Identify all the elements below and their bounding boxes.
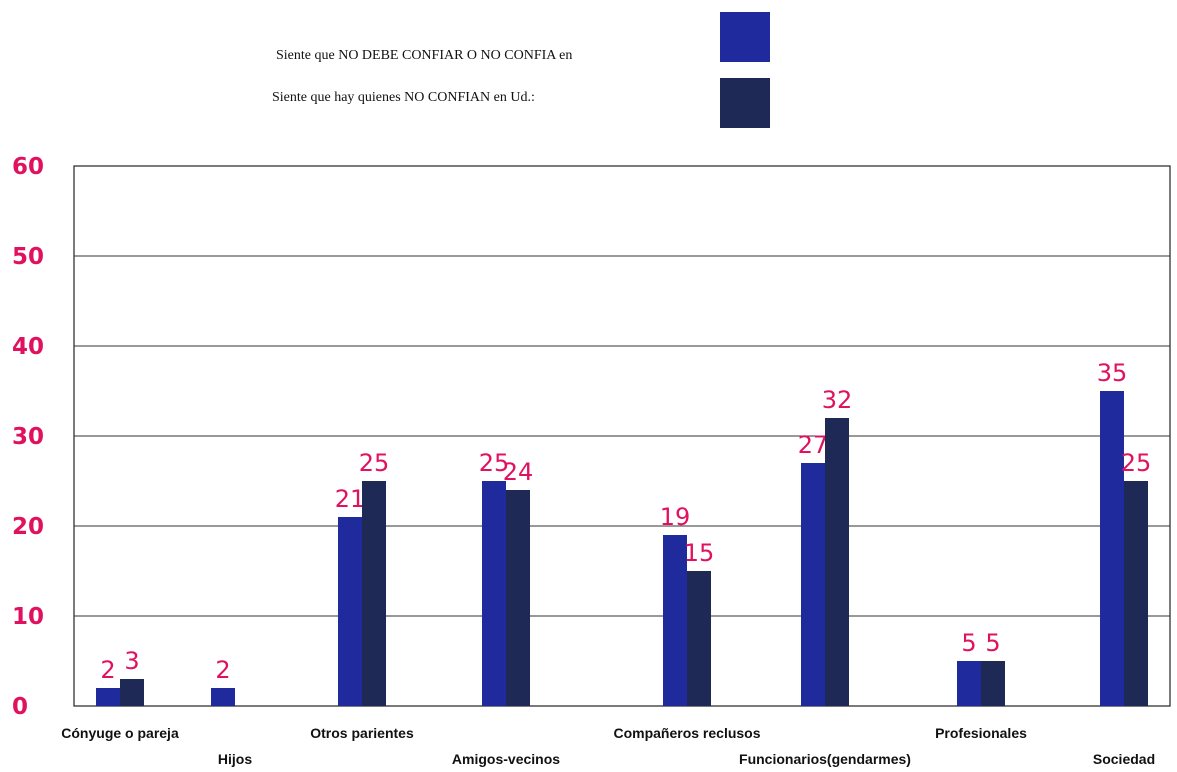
x-tick-label: Hijos (218, 751, 252, 767)
bar-series-1 (96, 688, 120, 706)
bar-series-2 (1124, 481, 1148, 706)
x-tick-label: Cónyuge o pareja (61, 725, 179, 741)
x-tick-label: Otros parientes (310, 725, 414, 741)
data-label-series-1: 5 (961, 629, 976, 657)
legend-label-series-2: Siente que hay quienes NO CONFIAN en Ud.… (272, 90, 535, 105)
bar-series-2 (506, 490, 530, 706)
data-label-series-2: 24 (503, 458, 534, 486)
bar-series-1 (663, 535, 687, 706)
data-label-series-1: 35 (1097, 359, 1128, 387)
bar-series-2 (120, 679, 144, 706)
bar-series-1 (957, 661, 981, 706)
bar-series-1 (482, 481, 506, 706)
bar-series-1 (1100, 391, 1124, 706)
data-label-series-2: 25 (359, 449, 390, 477)
legend-label-series-1: Siente que NO DEBE CONFIAR O NO CONFIA e… (276, 48, 573, 63)
bar-series-1 (801, 463, 825, 706)
x-tick-label: Sociedad (1093, 751, 1155, 767)
y-tick-label: 60 (12, 154, 44, 180)
y-tick-label: 20 (12, 514, 44, 540)
bar-series-2 (687, 571, 711, 706)
bar-series-2 (981, 661, 1005, 706)
y-tick-label: 0 (12, 694, 28, 720)
data-label-series-2: 25 (1121, 449, 1152, 477)
data-label-series-1: 21 (335, 485, 366, 513)
x-tick-label: Amigos-vecinos (452, 751, 560, 767)
data-label-series-2: 5 (985, 629, 1000, 657)
legend-swatch-series-2 (720, 78, 770, 128)
data-label-series-1: 2 (100, 656, 115, 684)
y-tick-label: 30 (12, 424, 44, 450)
y-tick-label: 40 (12, 334, 44, 360)
data-label-series-2: 32 (822, 386, 853, 414)
data-label-series-2: 15 (684, 539, 715, 567)
data-label-series-1: 27 (798, 431, 829, 459)
x-tick-label: Profesionales (935, 725, 1027, 741)
bar-series-2 (362, 481, 386, 706)
bar-series-1 (338, 517, 362, 706)
x-tick-label: Funcionarios(gendarmes) (739, 751, 911, 767)
bar-series-2 (825, 418, 849, 706)
legend-swatch-series-1 (720, 12, 770, 62)
data-label-series-1: 19 (660, 503, 691, 531)
data-label-series-2: 3 (124, 647, 139, 675)
y-tick-label: 50 (12, 244, 44, 270)
bar-series-1 (211, 688, 235, 706)
y-tick-label: 10 (12, 604, 44, 630)
data-label-series-1: 25 (479, 449, 510, 477)
x-tick-label: Compañeros reclusos (613, 725, 760, 741)
data-label-series-1: 2 (215, 656, 230, 684)
